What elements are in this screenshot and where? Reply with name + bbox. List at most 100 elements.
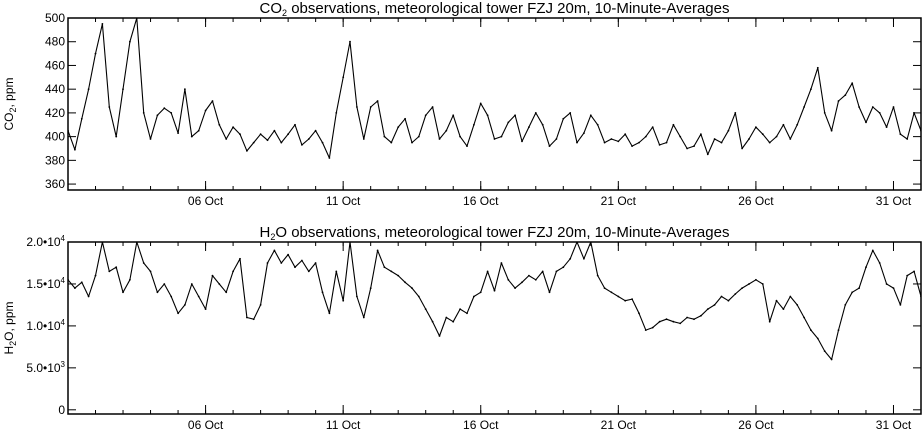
data-point — [287, 133, 289, 136]
data-point — [101, 23, 104, 25]
data-point — [204, 109, 207, 112]
data-point — [87, 295, 90, 298]
y-tick-label: 420 — [45, 106, 65, 120]
data-point — [610, 291, 613, 294]
x-tick-label: 26 Oct — [738, 194, 774, 208]
data-point — [390, 141, 393, 144]
data-point — [651, 326, 654, 329]
data-point — [913, 112, 915, 114]
data-point — [452, 114, 455, 117]
data-point — [190, 283, 193, 285]
data-point — [376, 249, 379, 252]
data-point — [596, 274, 599, 277]
data-point — [218, 283, 221, 285]
plot-frame — [67, 241, 922, 415]
data-point — [858, 287, 860, 289]
y-tick-label: 460 — [45, 58, 65, 72]
data-point — [335, 112, 338, 114]
data-point — [417, 295, 420, 298]
data-point — [541, 123, 544, 126]
data-point — [885, 126, 888, 128]
data-point — [431, 320, 434, 323]
data-point — [362, 138, 365, 140]
data-point — [741, 287, 743, 289]
data-point — [693, 318, 695, 321]
data-point — [342, 299, 345, 302]
y-tick-label: 440 — [45, 82, 65, 96]
data-point — [713, 138, 716, 140]
data-point — [583, 257, 585, 260]
data-point — [266, 262, 269, 264]
data-point — [631, 298, 633, 300]
data-point — [74, 287, 76, 289]
data-point — [878, 112, 881, 114]
data-point — [528, 126, 530, 128]
x-tick-label: 16 Oct — [463, 194, 499, 208]
data-point — [672, 320, 675, 323]
data-point — [803, 106, 805, 108]
data-point — [417, 135, 420, 138]
data-point — [197, 129, 200, 132]
data-point — [748, 283, 750, 285]
data-point — [142, 112, 145, 114]
data-point — [156, 291, 159, 294]
data-point — [624, 299, 627, 302]
data-point — [761, 133, 764, 136]
data-point — [108, 106, 111, 108]
data-point — [727, 299, 730, 302]
data-point — [163, 283, 166, 285]
data-point — [775, 299, 778, 302]
data-point — [280, 262, 283, 264]
data-point — [644, 329, 647, 331]
data-point — [665, 318, 668, 321]
x-tick-label: 06 Oct — [188, 418, 224, 430]
data-point — [871, 106, 874, 108]
data-point — [266, 139, 269, 142]
data-point — [211, 274, 214, 277]
data-point — [528, 274, 530, 277]
data-point — [548, 291, 551, 294]
y-tick-label: 2.0•104 — [26, 234, 65, 249]
data-point — [672, 123, 675, 126]
data-point — [239, 133, 241, 136]
data-point — [404, 281, 406, 284]
data-point — [397, 126, 400, 128]
data-point — [273, 249, 276, 252]
data-point — [232, 270, 235, 273]
data-point — [892, 106, 895, 108]
data-point — [617, 140, 620, 143]
data-point — [197, 295, 200, 298]
data-point — [844, 94, 847, 96]
data-point — [617, 295, 620, 298]
data-point — [810, 329, 812, 331]
data-point — [858, 106, 860, 108]
data-point — [603, 287, 606, 289]
data-point — [170, 295, 173, 298]
y-tick-label: 1.5•104 — [26, 276, 65, 291]
data-point — [259, 133, 262, 136]
data-point — [459, 308, 461, 310]
data-point — [314, 262, 317, 264]
data-point — [837, 329, 840, 331]
data-point — [204, 308, 207, 310]
data-point — [424, 114, 427, 117]
x-tick-label: 26 Oct — [738, 418, 774, 430]
data-point — [658, 320, 661, 323]
data-point — [644, 135, 647, 138]
data-point — [727, 129, 730, 132]
data-point — [583, 132, 585, 135]
h2o-panel: H2O observations, meteorological tower F… — [2, 224, 922, 430]
data-point — [122, 291, 124, 294]
data-point — [686, 147, 688, 150]
data-point — [383, 266, 386, 269]
data-point — [755, 278, 757, 281]
data-point — [507, 278, 510, 281]
data-point — [314, 129, 317, 132]
y-tick-label: 400 — [45, 130, 65, 144]
data-point — [431, 106, 434, 108]
data-point — [713, 304, 716, 306]
y-tick-label: 360 — [45, 177, 65, 191]
data-point — [349, 40, 351, 43]
data-point — [885, 283, 888, 285]
data-point — [376, 100, 379, 102]
